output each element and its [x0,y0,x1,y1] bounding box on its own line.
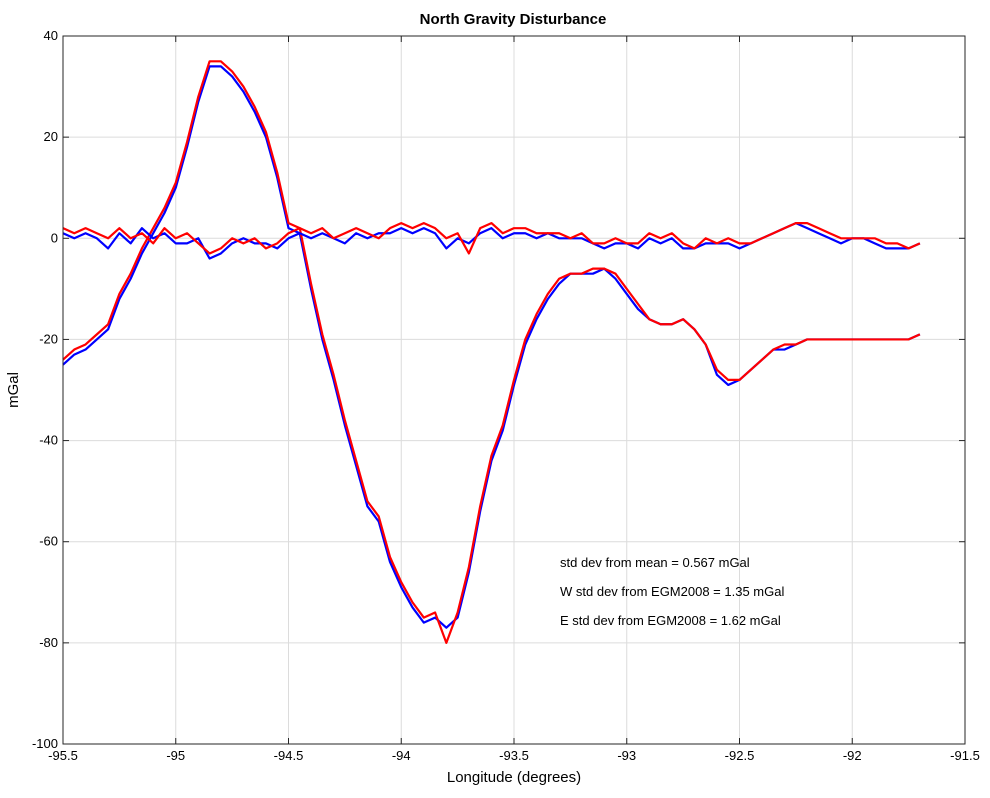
y-axis-label: mGal [5,372,22,408]
annotations: std dev from mean = 0.567 mGal W std dev … [560,555,784,628]
y-tick-label: 20 [44,129,58,144]
x-axis-label: Longitude (degrees) [447,769,581,786]
x-tick-label: -92.5 [725,748,755,763]
x-tick-label: -93.5 [499,748,529,763]
annotation-1: std dev from mean = 0.567 mGal [560,555,750,570]
annotation-3: E std dev from EGM2008 = 1.62 mGal [560,613,781,628]
series-line-2 [62,60,921,644]
y-tick-label: 0 [51,230,58,245]
series-line-4 [62,222,921,255]
x-tick-label: -95.5 [48,748,78,763]
grid [63,36,965,744]
series-line-1 [62,65,921,629]
axis-ticks: -95.5 -95 -94.5 -94 -93.5 -93 -92.5 -92 -91.5 -10… [32,28,980,763]
y-tick-label: -100 [32,736,58,751]
plot-frame [62,35,966,745]
y-tick-label: -20 [39,331,58,346]
y-tick-label: 40 [44,28,58,43]
y-tick-label: -60 [39,534,58,549]
y-tick-label: -80 [39,635,58,650]
y-tick-label: -40 [39,433,58,448]
annotation-2: W std dev from EGM2008 = 1.35 mGal [560,584,784,599]
x-tick-label: -92 [843,748,862,763]
x-tick-label: -94 [392,748,411,763]
x-tick-label: -94.5 [274,748,304,763]
x-tick-label: -91.5 [950,748,980,763]
x-tick-label: -95 [166,748,185,763]
series-group [62,60,921,644]
series-line-3 [62,222,921,260]
x-tick-label: -93 [617,748,636,763]
chart-title: North Gravity Disturbance [420,11,607,28]
